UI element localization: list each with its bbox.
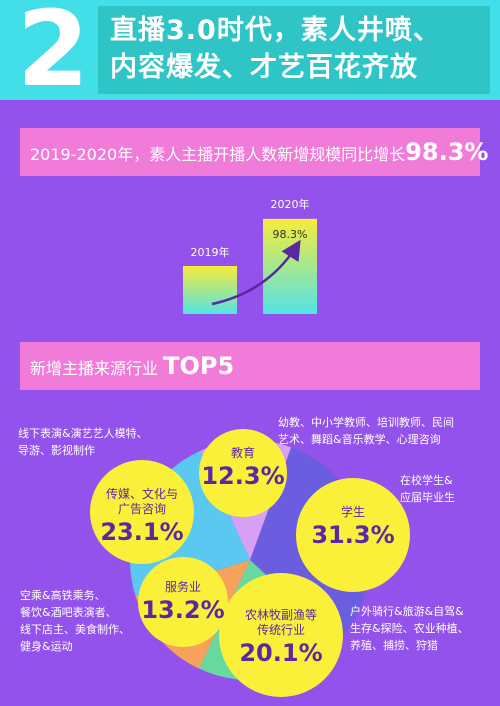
top5-banner-value: TOP5	[163, 352, 235, 380]
pie-label-service: 服务业 13.2%	[141, 580, 225, 624]
header-title-panel: 直播3.0时代，素人井喷、 内容爆发、才艺百花齐放	[98, 6, 490, 94]
growth-arrow	[211, 239, 301, 306]
pie-bubble-0	[296, 478, 410, 592]
pie-label-education: 教育 12.3%	[201, 446, 285, 490]
top5-banner-text: 新增主播来源行业	[30, 359, 159, 378]
pie-label-traditional: 农林牧副渔等 传统行业 20.1%	[239, 608, 323, 667]
growth-bar-chart	[183, 218, 317, 314]
header-banner: 2 直播3.0时代，素人井喷、 内容爆发、才艺百花齐放	[0, 0, 500, 104]
pie-bubble-3	[90, 460, 194, 564]
header-title-line-1: 直播3.0时代，素人井喷、	[110, 15, 441, 46]
bar-0	[183, 266, 237, 314]
header-title-line-2: 内容爆发、才艺百花齐放	[110, 52, 418, 83]
bar-annotation: 98.3%	[272, 228, 308, 241]
top5-banner: 新增主播来源行业 TOP5	[20, 342, 480, 390]
bar-category-label: 2020年	[270, 198, 310, 211]
growth-banner-text: 2019-2020年，素人主播开播人数新增规模同比增长	[30, 145, 406, 164]
note-students: 在校学生& 应届毕业生	[400, 474, 455, 504]
pie-bubble-2	[138, 557, 228, 647]
pie-bubble-1	[219, 573, 343, 697]
pie-label-media: 传媒、文化与 广告咨询 23.1%	[100, 487, 184, 546]
note-traditional: 户外骑行&旅游&自驾& 生存&探险、农业种植、 养殖、捕捞、狩猎	[350, 605, 469, 652]
bar-1	[263, 218, 317, 314]
note-media: 线下表演&演艺艺人模特、 导游、影视制作	[18, 427, 148, 457]
pie-bubble-4	[199, 429, 287, 517]
section-number: 2	[16, 0, 90, 110]
note-education: 幼教、中小学教师、培训教师、民间 艺术、舞蹈&音乐教学、心理咨询	[278, 416, 454, 446]
bar-category-label: 2019年	[190, 246, 230, 259]
pie-label-students: 学生 31.3%	[311, 505, 395, 549]
growth-banner: 2019-2020年，素人主播开播人数新增规模同比增长98.3%	[20, 128, 488, 176]
growth-banner-value: 98.3%	[405, 138, 489, 166]
note-service: 空乘&高铁乘务、 餐饮&酒吧表演者、 线下店主、美食制作、 健身&运动	[20, 589, 130, 653]
